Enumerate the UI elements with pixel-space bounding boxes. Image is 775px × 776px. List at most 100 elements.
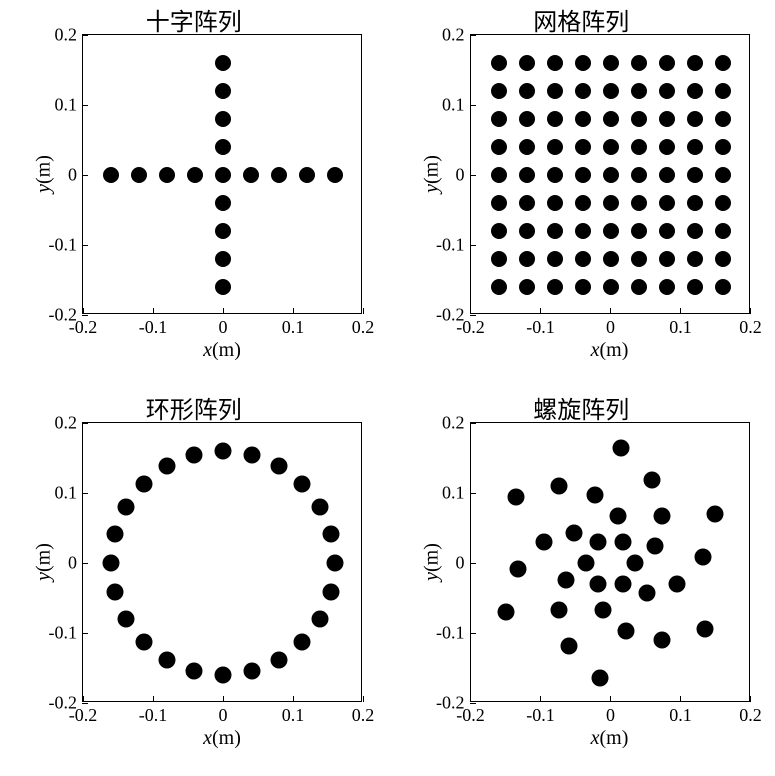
data-point <box>631 83 647 99</box>
x-tick-label: 0.1 <box>282 317 305 338</box>
data-point <box>659 195 675 211</box>
y-tick-label: -0.1 <box>436 235 465 256</box>
data-point <box>631 223 647 239</box>
y-tick-label: 0.1 <box>55 95 78 116</box>
data-point <box>558 572 575 589</box>
data-point <box>695 548 712 565</box>
data-point <box>575 251 591 267</box>
y-tick-label: 0.2 <box>55 25 78 46</box>
x-tick <box>83 696 84 702</box>
data-point <box>215 195 231 211</box>
data-point <box>103 555 120 572</box>
plot-area-grid <box>471 35 749 313</box>
data-point <box>118 499 135 516</box>
data-point <box>715 83 731 99</box>
x-tick <box>540 308 541 314</box>
data-point <box>159 651 176 668</box>
data-point <box>627 555 644 572</box>
data-point <box>519 83 535 99</box>
y-tick-label: 0.2 <box>442 413 465 434</box>
x-tick-label: 0 <box>219 705 228 726</box>
data-point <box>590 533 607 550</box>
data-point <box>575 111 591 127</box>
data-point <box>243 167 259 183</box>
data-point <box>271 651 288 668</box>
x-tick <box>363 308 364 314</box>
x-tick-label: 0.1 <box>669 317 692 338</box>
data-point <box>519 195 535 211</box>
data-point <box>491 279 507 295</box>
data-point <box>547 223 563 239</box>
data-point <box>547 55 563 71</box>
x-tick-label: 0.1 <box>282 705 305 726</box>
y-tick <box>82 175 88 176</box>
data-point <box>507 488 524 505</box>
axes-box: x(m) y(m) -0.2-0.100.10.2-0.2-0.100.10.2 <box>470 422 750 702</box>
x-axis-label: x(m) <box>591 727 629 750</box>
data-point <box>631 111 647 127</box>
data-point <box>311 611 328 628</box>
data-point <box>323 583 340 600</box>
data-point <box>715 195 731 211</box>
data-point <box>135 475 152 492</box>
data-point <box>587 486 604 503</box>
y-tick-label: -0.1 <box>49 235 78 256</box>
y-tick <box>82 423 88 424</box>
data-point <box>603 223 619 239</box>
data-point <box>643 471 660 488</box>
x-tick <box>610 696 611 702</box>
plot-area-cross <box>83 35 361 313</box>
data-point <box>603 167 619 183</box>
data-point <box>595 601 612 618</box>
data-point <box>715 167 731 183</box>
y-tick <box>82 245 88 246</box>
data-point <box>215 279 231 295</box>
data-point <box>603 251 619 267</box>
data-point <box>535 533 552 550</box>
data-point <box>547 167 563 183</box>
data-point <box>578 555 595 572</box>
data-point <box>509 561 526 578</box>
panel-grid: 十字阵列 x(m) y(m) -0.2-0.100.10.2-0.2-0.100… <box>0 0 775 776</box>
data-point <box>519 55 535 71</box>
data-point <box>659 167 675 183</box>
data-point <box>575 55 591 71</box>
data-point <box>547 83 563 99</box>
data-point <box>687 167 703 183</box>
data-point <box>646 537 663 554</box>
x-tick <box>540 696 541 702</box>
data-point <box>687 223 703 239</box>
data-point <box>491 111 507 127</box>
x-tick-label: -0.1 <box>139 317 168 338</box>
data-point <box>631 139 647 155</box>
data-point <box>575 195 591 211</box>
data-point <box>186 446 203 463</box>
data-point <box>654 507 671 524</box>
data-point <box>659 251 675 267</box>
y-tick-label: -0.1 <box>436 623 465 644</box>
x-axis-label: x(m) <box>203 727 241 750</box>
data-point <box>491 251 507 267</box>
y-tick-label: 0.1 <box>55 483 78 504</box>
data-point <box>547 139 563 155</box>
data-point <box>323 526 340 543</box>
data-point <box>215 139 231 155</box>
data-point <box>575 83 591 99</box>
data-point <box>547 111 563 127</box>
panel-spiral: 螺旋阵列 x(m) y(m) -0.2-0.100.10.2-0.2-0.100… <box>388 388 775 776</box>
data-point <box>654 632 671 649</box>
data-point <box>612 439 629 456</box>
data-point <box>215 111 231 127</box>
data-point <box>659 139 675 155</box>
data-point <box>215 223 231 239</box>
data-point <box>327 167 343 183</box>
data-point <box>159 167 175 183</box>
data-point <box>715 223 731 239</box>
data-point <box>243 663 260 680</box>
x-tick-label: 0.1 <box>669 705 692 726</box>
y-tick <box>470 175 476 176</box>
data-point <box>547 251 563 267</box>
data-point <box>715 279 731 295</box>
y-tick <box>470 563 476 564</box>
data-point <box>575 279 591 295</box>
